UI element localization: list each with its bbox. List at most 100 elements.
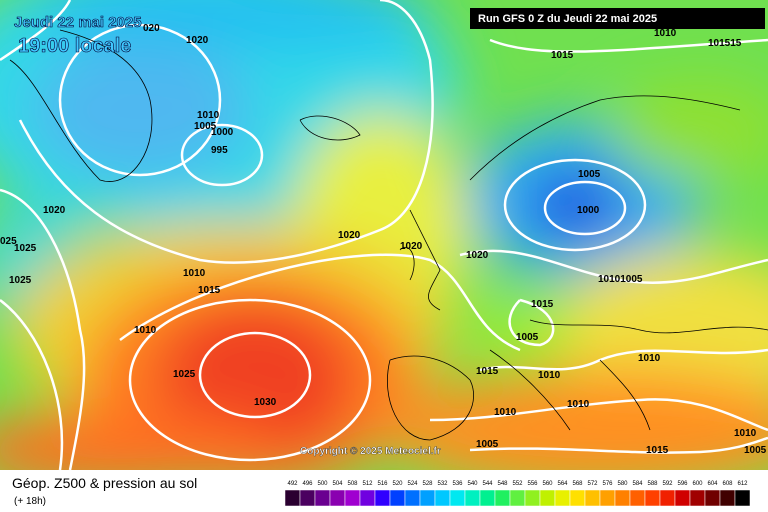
isobar-label: 1010 [538,370,561,381]
scale-swatch [599,489,616,507]
scale-swatch [569,489,586,507]
isobar-label: 1010 [134,325,157,336]
isobar-label: 1030 [254,397,277,408]
isobar-label: 1020 [43,205,66,216]
scale-label: 548 [497,481,508,487]
scale-swatch [734,489,751,507]
isobar-label: 1010 [197,110,220,121]
scale-label: 596 [677,481,688,487]
scale-label: 600 [692,481,703,487]
scale-label: 496 [302,481,313,487]
isobar-label: 1020 [466,250,489,261]
coastlines [9,29,768,441]
isobar-label: 1000 [577,205,600,216]
scale-swatch [614,489,631,507]
isobar-label: 1005 [476,439,499,450]
isobar-label: 1010 [638,353,661,364]
scale-swatch [359,489,376,507]
scale-swatch [524,489,541,507]
scale-label: 584 [632,481,643,487]
scale-swatch [629,489,646,507]
scale-label: 588 [647,481,658,487]
isobars [0,0,768,470]
run-box [470,8,765,29]
scale-label: 520 [392,481,403,487]
scale-label: 536 [452,481,463,487]
scale-label: 552 [512,481,523,487]
scale-swatch [419,489,436,507]
isobar-label: 020 [143,23,160,34]
isobar-label: 1025 [9,275,32,286]
field [0,0,768,470]
scale-swatch [329,489,346,507]
scale-label: 516 [377,481,388,487]
scale-label: 512 [362,481,373,487]
time: 19:00 locale [18,35,131,57]
isobar-label: 1020 [186,35,209,46]
isobar-label: 1020 [400,241,423,252]
scale-label: 564 [557,481,568,487]
footer-title: Géop. Z500 & pression au sol [12,475,197,491]
isobar-label: 1005 [194,121,217,132]
scale-swatch [374,489,391,507]
scale-swatch [389,489,406,507]
scale-label: 556 [527,481,538,487]
scale-label: 532 [437,481,448,487]
scale-swatch [509,489,526,507]
scale-swatch [299,489,316,507]
scale-swatch [719,489,736,507]
scale-swatch [494,489,511,507]
scale-swatch [449,489,466,507]
scale-swatch [284,489,301,507]
isobar-label: 1005 [516,332,539,343]
isobar-label: 1000 [211,127,234,138]
scale-label: 580 [617,481,628,487]
isobar-label: 1005 [578,169,601,180]
date: Jeudi 22 mai 2025 [14,14,142,31]
scale-label: 504 [332,481,343,487]
scale-label: 608 [722,481,733,487]
isobar-label: 1005 [744,445,767,456]
scale-label: 560 [542,481,553,487]
scale-swatch [464,489,481,507]
isobar-label: 1025 [173,369,196,380]
isobar-label: 995 [211,145,228,156]
scale-swatch [689,489,706,507]
scale-swatch [344,489,361,507]
isobar-label: 025 [0,236,17,247]
isobar-label: 1010 [183,268,206,279]
scale-label: 492 [287,481,298,487]
scale-swatch [704,489,721,507]
isobar-label: 1010 [494,407,517,418]
scale-label: 528 [422,481,433,487]
scale-swatch [539,489,556,507]
scale-swatch [479,489,496,507]
scale-label: 500 [317,481,328,487]
scale-label: 540 [467,481,478,487]
isobar-label: 1015 [551,50,574,61]
isobar-label: 1015 [531,299,554,310]
scale-label: 508 [347,481,358,487]
isobar-label: 101515 [708,38,742,49]
isobar-label: 10101005 [598,274,643,285]
scale-swatch [404,489,421,507]
isobar-label: 1015 [646,445,669,456]
isobar-label: 1010 [567,399,590,410]
scale-label: 568 [572,481,583,487]
scale-label: 576 [602,481,613,487]
copyright: Copyright © 2025 Meteociel.fr [300,446,441,457]
scale-label: 572 [587,481,598,487]
isobar-label: 1015 [198,285,221,296]
scale-swatch [554,489,571,507]
isobar-label: 1010 [654,28,677,39]
isobar-label: 1015 [476,366,499,377]
isobar-label: 1025 [14,243,37,254]
scale-label: 592 [662,481,673,487]
scale-swatch [644,489,661,507]
scale-label: 612 [737,481,748,487]
scale-label: 524 [407,481,418,487]
scale-label: 604 [707,481,718,487]
scale-swatch [659,489,676,507]
